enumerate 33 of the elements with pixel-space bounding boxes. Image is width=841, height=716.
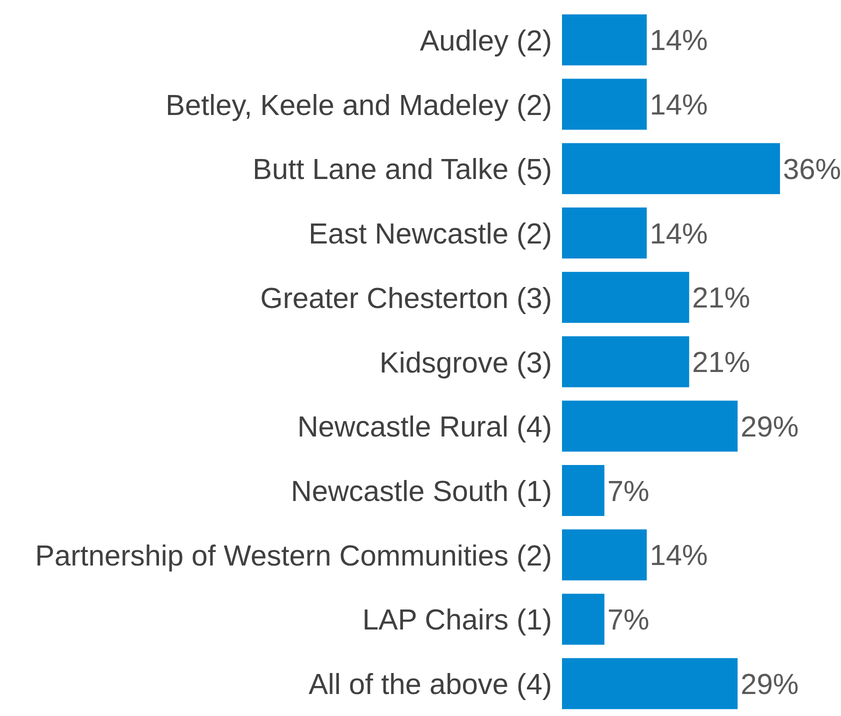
- y-tick-label: Greater Chesterton (3): [260, 282, 552, 315]
- y-tick-label: East Newcastle (2): [308, 218, 552, 251]
- y-tick-label: LAP Chairs (1): [362, 604, 552, 637]
- bar: [562, 658, 738, 710]
- data-label: 14%: [650, 218, 708, 250]
- y-tick-label: Kidsgrove (3): [380, 347, 552, 380]
- bar: [562, 336, 690, 388]
- bar: [562, 464, 604, 516]
- bar: [562, 529, 647, 580]
- y-tick-label: All of the above (4): [308, 669, 552, 702]
- data-label: 21%: [692, 347, 750, 380]
- y-tick-label: Audley (2): [420, 25, 552, 58]
- bar: [562, 78, 647, 130]
- bar: [562, 208, 647, 259]
- data-label: 21%: [692, 282, 750, 315]
- bar: [562, 143, 780, 194]
- data-label: 14%: [650, 90, 708, 122]
- data-label: 14%: [650, 25, 708, 58]
- data-label: 14%: [650, 540, 708, 572]
- bar: [562, 400, 738, 452]
- y-tick-label: Newcastle Rural (4): [297, 412, 552, 444]
- data-label: 29%: [740, 668, 799, 701]
- data-label: 36%: [783, 154, 841, 186]
- bar: [562, 14, 647, 66]
- y-tick-label: Butt Lane and Talke (5): [252, 154, 552, 186]
- data-label: 7%: [607, 476, 650, 508]
- bar: [562, 594, 604, 645]
- data-label: 29%: [740, 411, 799, 444]
- y-tick-label: Betley, Keele and Madeley (2): [166, 90, 552, 122]
- bar: [562, 272, 690, 323]
- data-label: 7%: [607, 604, 650, 637]
- y-tick-label: Partnership of Western Communities (2): [35, 540, 552, 572]
- y-tick-label: Newcastle South (1): [290, 476, 552, 508]
